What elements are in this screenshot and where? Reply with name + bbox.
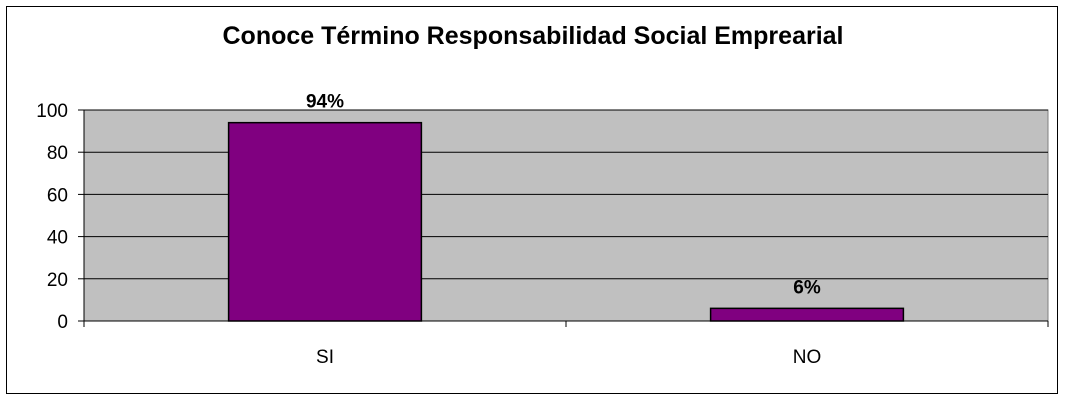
y-tick-label: 100 <box>36 101 68 122</box>
x-category-label-no: NO <box>793 347 822 368</box>
y-tick-label: 60 <box>47 185 68 206</box>
y-tick-label: 0 <box>57 312 68 333</box>
data-label-no: 6% <box>793 277 821 298</box>
y-tick-label: 80 <box>47 143 68 164</box>
y-tick-label: 20 <box>47 270 68 291</box>
bar-no <box>709 307 905 322</box>
bar-si <box>227 121 423 322</box>
x-category-label-si: SI <box>316 347 334 368</box>
data-label-si: 94% <box>306 92 344 113</box>
y-tick-label: 40 <box>47 228 68 249</box>
chart-title: Conoce Término Responsabilidad Social Em… <box>222 22 844 50</box>
